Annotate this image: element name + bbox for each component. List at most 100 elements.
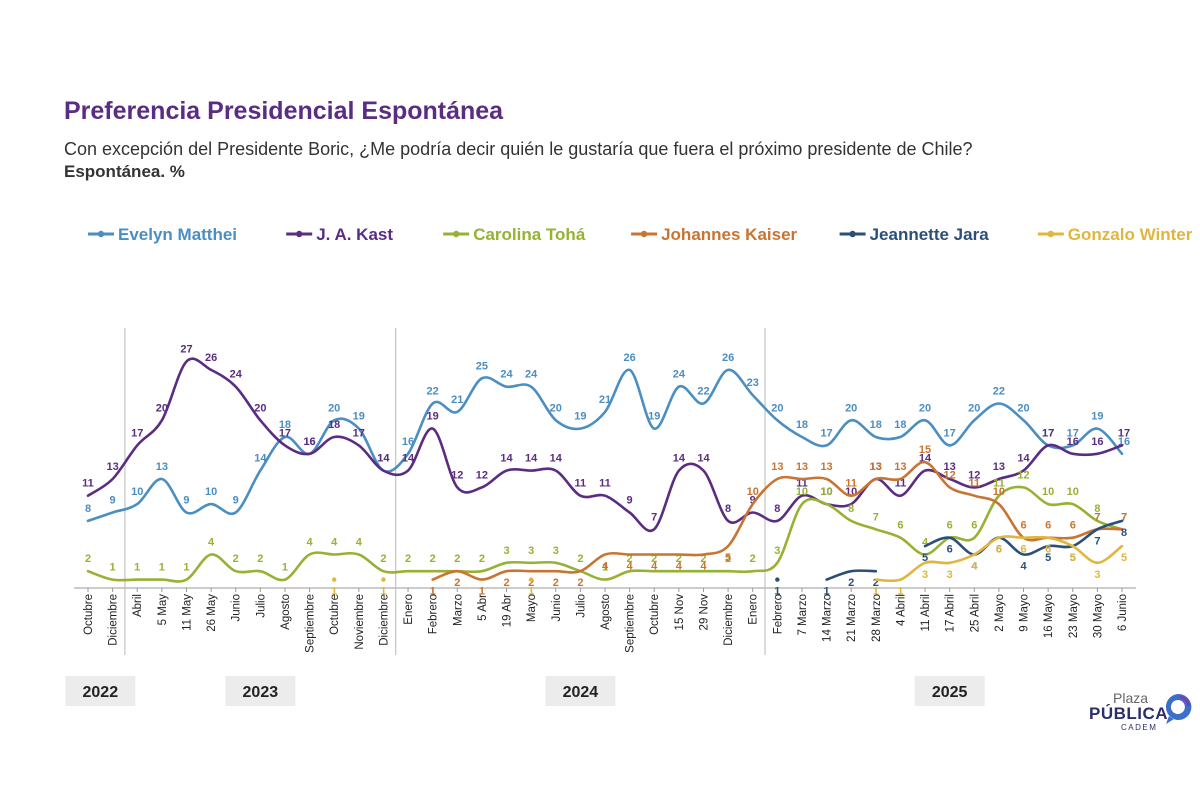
data-label: 2 — [700, 553, 706, 565]
data-label: 19 — [648, 411, 660, 423]
data-label: 17 — [279, 427, 291, 439]
data-label: 19 — [353, 411, 365, 423]
x-tick-label: Octubre — [83, 594, 95, 635]
data-label: 1 — [430, 586, 436, 598]
data-label: 17 — [944, 427, 956, 439]
logo-text-top: Plaza — [1113, 690, 1149, 706]
data-label: 10 — [205, 486, 217, 498]
data-label: 13 — [870, 461, 882, 473]
data-label: 2 — [430, 553, 436, 565]
data-label: 11 — [895, 478, 907, 490]
data-label: 20 — [919, 402, 931, 414]
data-label: 8 — [848, 503, 854, 515]
data-label: 9 — [110, 495, 116, 507]
series-line — [431, 460, 1124, 581]
data-label: 17 — [1118, 427, 1130, 439]
data-label: 20 — [1017, 402, 1029, 414]
data-label: 3 — [1094, 569, 1100, 581]
data-label: 2 — [405, 553, 411, 565]
data-label: 11 — [796, 478, 808, 490]
data-label: 1 — [873, 586, 879, 598]
data-label: 6 — [1070, 520, 1076, 532]
data-label: 9 — [233, 495, 239, 507]
data-label: 16 — [303, 436, 315, 448]
data-label: 2 — [750, 553, 756, 565]
data-label: 18 — [796, 419, 808, 431]
data-label: 12 — [968, 469, 980, 481]
data-label: 11 — [82, 478, 94, 490]
data-label: 14 — [673, 453, 686, 465]
data-label: 2 — [725, 553, 731, 565]
data-label: 12 — [1017, 469, 1029, 481]
logo-text-sub: CADEM — [1121, 723, 1158, 732]
legend-label: Evelyn Matthei — [118, 225, 237, 244]
chart-title: Preferencia Presidencial Espontánea — [64, 97, 504, 125]
data-label: 6 — [971, 520, 977, 532]
series-line — [86, 357, 1124, 533]
data-label: 20 — [845, 402, 857, 414]
x-tick-label: Octubre — [329, 594, 341, 635]
data-label: 16 — [402, 436, 414, 448]
data-label: 10 — [796, 486, 808, 498]
data-label: 1 — [897, 586, 903, 598]
year-box — [914, 676, 985, 706]
data-label: 1 — [479, 586, 485, 598]
data-label: 4 — [307, 536, 314, 548]
x-tick-label: 9 Mayo — [1019, 594, 1031, 632]
data-label: 4 — [700, 560, 707, 572]
data-label: 5 — [922, 552, 928, 564]
data-label: 2 — [528, 577, 534, 589]
data-label: 1 — [159, 562, 165, 574]
data-label: 4 — [208, 536, 215, 548]
x-tick-label: Mayo — [526, 594, 538, 622]
year-text: 2024 — [563, 684, 599, 701]
x-tick-label: 17 Abril — [945, 594, 957, 632]
data-label: 12 — [944, 469, 956, 481]
year-label-2025: 2025 — [914, 676, 985, 706]
data-label: 4 — [676, 560, 683, 572]
data-label: 17 — [353, 427, 365, 439]
data-label: 9 — [750, 495, 756, 507]
data-label: 20 — [254, 402, 266, 414]
legend-label: Carolina Tohá — [473, 225, 586, 244]
legend-label: Gonzalo Winter — [1068, 225, 1193, 244]
x-tick-label: Octubre — [649, 594, 661, 635]
data-label: 21 — [451, 394, 463, 406]
data-label: 14 — [377, 453, 390, 465]
data-label: 20 — [550, 402, 562, 414]
data-label: 8 — [1121, 527, 1127, 539]
data-label: 27 — [180, 344, 192, 356]
data-label: 7 — [1121, 511, 1127, 523]
data-label: 14 — [402, 453, 415, 465]
x-tick-label: 19 Abr — [502, 594, 514, 627]
data-label: 2 — [873, 577, 879, 589]
data-label: 22 — [993, 385, 1005, 397]
data-label: 1 — [824, 586, 830, 598]
data-label: 8 — [1094, 503, 1100, 515]
data-label: 2 — [577, 553, 583, 565]
data-label: 7 — [873, 511, 879, 523]
series-line — [825, 569, 878, 581]
data-label: 26 — [722, 352, 734, 364]
data-label: 8 — [774, 503, 780, 515]
data-label: 6 — [1045, 544, 1051, 556]
data-label: 3 — [947, 569, 953, 581]
legend-marker — [97, 230, 105, 238]
x-tick-label: 11 May — [181, 594, 193, 631]
x-tick-label: Noviembre — [354, 594, 366, 650]
data-label: 1 — [331, 586, 337, 598]
x-tick-label: 26 May — [206, 594, 218, 632]
legend-label: Jeannette Jara — [870, 225, 990, 244]
data-label: 9 — [183, 495, 189, 507]
legend-marker — [1047, 230, 1055, 238]
data-label: 2 — [651, 553, 657, 565]
data-label: 14 — [550, 453, 563, 465]
x-tick-label: Junio — [551, 594, 563, 622]
data-label: 12 — [451, 469, 463, 481]
data-label: 1 — [774, 586, 780, 598]
data-label: 16 — [303, 436, 315, 448]
legend-marker — [849, 230, 856, 238]
data-label: 4 — [627, 560, 634, 572]
